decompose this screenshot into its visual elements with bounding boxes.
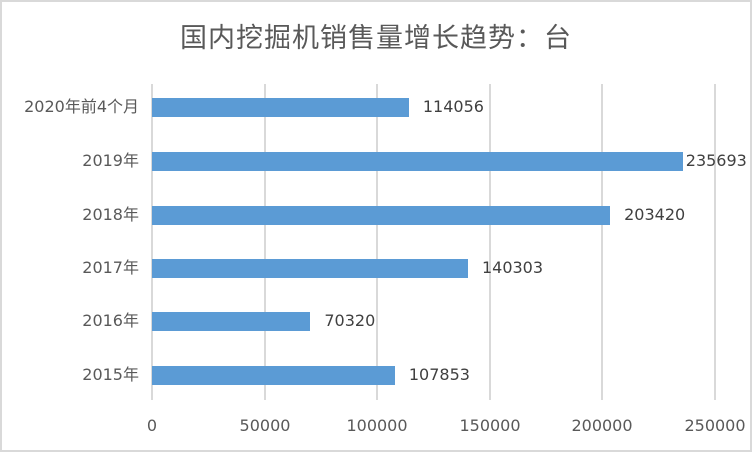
bar xyxy=(152,259,468,278)
bar xyxy=(152,98,409,117)
gridline-50000 xyxy=(264,84,266,400)
bar xyxy=(152,206,611,225)
data-label: 70320 xyxy=(324,311,376,330)
bar xyxy=(152,152,683,171)
data-label: 203420 xyxy=(624,205,686,224)
x-tick-label: 50000 xyxy=(239,416,291,435)
category-label: 2017年 xyxy=(82,258,139,277)
data-label: 235693 xyxy=(685,151,747,170)
x-tick-label: 0 xyxy=(146,416,158,435)
bar xyxy=(152,366,395,385)
gridline-200000 xyxy=(601,84,603,400)
category-label: 2019年 xyxy=(82,151,139,170)
x-tick-label: 250000 xyxy=(684,416,746,435)
data-label: 114056 xyxy=(422,97,484,116)
category-label: 2015年 xyxy=(82,365,139,384)
gridline-0 xyxy=(151,84,153,400)
x-tick-label: 100000 xyxy=(346,416,408,435)
chart-title: 国内挖掘机销售量增长趋势：台 xyxy=(180,23,572,54)
category-label: 2016年 xyxy=(82,311,139,330)
gridline-250000 xyxy=(714,84,716,400)
data-label: 140303 xyxy=(481,258,544,277)
gridline-100000 xyxy=(376,84,378,400)
x-tick-label: 200000 xyxy=(571,416,633,435)
category-label: 2020年前4个月 xyxy=(24,97,139,116)
category-label: 2018年 xyxy=(82,205,139,224)
data-label: 107853 xyxy=(408,365,470,384)
x-tick-label: 150000 xyxy=(459,416,521,435)
bar xyxy=(152,312,311,331)
gridline-150000 xyxy=(489,84,491,400)
